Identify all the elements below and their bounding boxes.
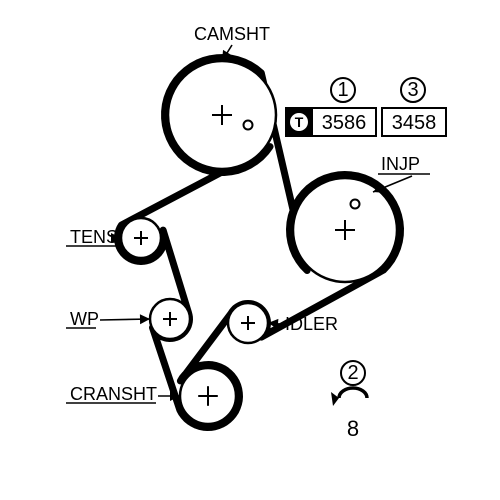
label-text-tens: TENS: [70, 227, 118, 247]
callout-3: 3: [401, 78, 425, 102]
label-text-idler: IDLER: [285, 314, 338, 334]
label-text-cransht: CRANSHT: [70, 384, 157, 404]
rotation-indicator: 8: [331, 388, 367, 441]
belt-diagram: CAMSHT INJP TENS WP IDLER CRANSHT 1 3 2 T 3586 345…: [0, 0, 500, 500]
label-text-injp: INJP: [381, 154, 420, 174]
part-3458: 3458: [382, 108, 446, 136]
part-3586: T 3586: [286, 108, 376, 136]
pulley-cransht: [180, 368, 236, 424]
pulley-wp: [150, 299, 190, 339]
pulley-tens: [121, 218, 161, 258]
rotation-label: 8: [347, 416, 359, 441]
svg-text:1: 1: [337, 79, 348, 101]
label-text-wp: WP: [70, 309, 99, 329]
rotation-arrow-head: [331, 392, 339, 406]
part-value: 3586: [322, 112, 367, 134]
svg-text:T: T: [295, 114, 304, 130]
label-wp: WP: [70, 309, 150, 329]
label-cransht: CRANSHT: [70, 384, 180, 404]
part-value: 3458: [392, 112, 437, 134]
callout-2: 2: [341, 361, 365, 385]
svg-text:3: 3: [407, 79, 418, 101]
callout-1: 1: [331, 78, 355, 102]
pulley-injp: [293, 178, 397, 282]
rotation-arrow-arc: [339, 388, 367, 398]
svg-text:2: 2: [347, 362, 358, 384]
pulley-camsht: [168, 61, 276, 169]
label-text-camsht: CAMSHT: [194, 24, 270, 44]
label-tens: TENS: [70, 227, 121, 247]
pulley-idler: [228, 303, 268, 343]
